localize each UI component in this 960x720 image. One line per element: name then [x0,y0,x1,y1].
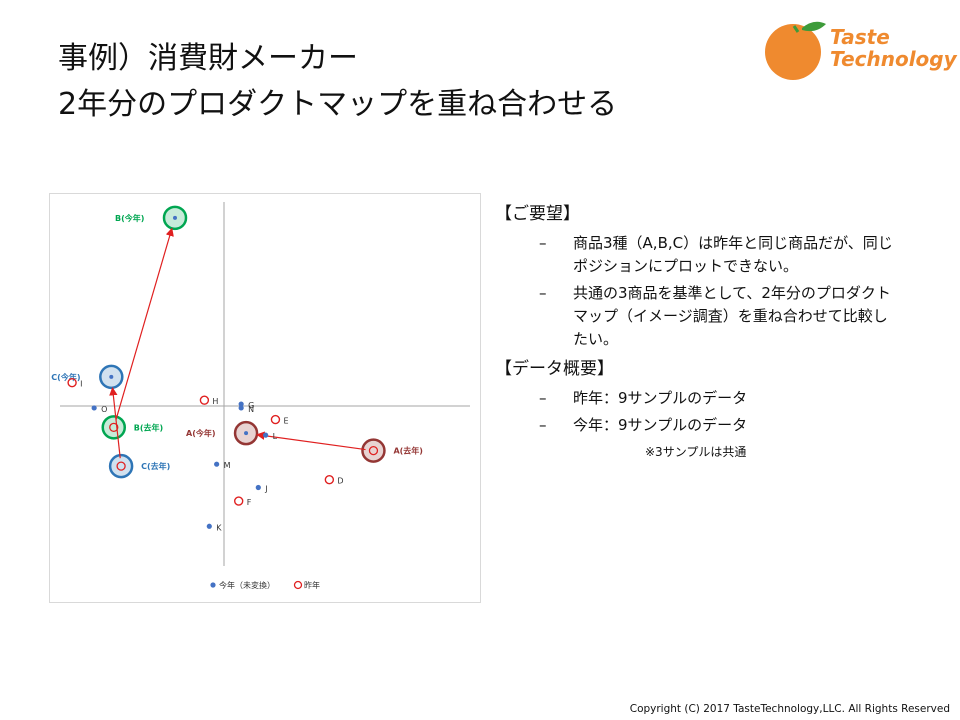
this-year-label-g: G [248,401,254,410]
copyright: Copyright (C) 2017 TasteTechnology,LLC. … [629,703,950,715]
arrow-b [115,227,174,420]
this-year-point-k [206,523,212,529]
this-year-point-o [91,405,97,411]
last-year-label-f: F [247,498,252,507]
last-year-point-h [199,395,210,405]
common-c-last-label: C(去年) [141,461,170,471]
common-a-last-point [368,445,379,456]
requests-heading: 【ご要望】 [495,204,580,224]
legend-this-year-marker [210,582,216,588]
legend-last-year-label: 昨年 [304,580,320,590]
common-c-last-point [116,461,126,471]
title-line-2: 2年分のプロダクトマップを重ね合わせる [58,87,618,122]
last-year-label-d: D [337,477,343,486]
this-year-label-j: J [264,484,267,493]
common-b-last-circle [101,415,126,440]
arrow-a [256,431,366,451]
this-year-point-l [263,432,269,438]
common-b-this-label: B(今年) [115,213,144,223]
common-a-this-label: A(今年) [186,428,216,438]
this-year-point-n [238,405,244,411]
legend-last-year-marker [293,580,303,590]
page-title: 事例）消費財メーカー 2年分のプロダクトマップを重ね合わせる [58,36,617,128]
this-year-point-g [238,401,244,407]
last-year-point-i [67,378,77,388]
request-bullet-2: – 共通の3商品を基準として、2年分のプロダクトマップ（イメージ調査）を重ね合わせ… [539,284,891,348]
legend-this-year-label: 今年（未変換） [219,580,275,590]
this-year-label-m: M [224,461,231,470]
this-year-label-l: L [273,432,278,441]
scatter-plot: A(今年) A(去年) B(今年) B(去年) C(今年) C(去年) GN L M J K O H E D… [51,202,470,590]
request-bullet-1: – 商品3種（A,B,C）は昨年と同じ商品だが、同じポジションにプロットできない。 [539,234,893,275]
last-year-label-h: H [212,397,218,406]
arrow-c [109,386,121,459]
logo-text: Taste Technology [830,25,957,71]
common-a-this-point [244,431,249,436]
product-map-chart: A(今年) A(去年) B(今年) B(去年) C(今年) C(去年) G N L M J K O H E D… [49,193,481,603]
common-samples-note: ※3サンプルは共通 [645,445,747,459]
this-year-label-o: O [101,405,107,414]
this-year-point-m [214,461,220,467]
common-b-this-point [173,215,177,220]
last-year-label-e: E [283,417,288,426]
title-line-1: 事例）消費財メーカー [58,41,358,76]
description-panel: 【ご要望】 – 商品3種（A,B,C）は昨年と同じ商品だが、同じポジションにプロッ… [495,198,915,460]
last-year-point-e [270,414,281,425]
last-year-point-d [324,475,335,485]
last-year-label-i: I [80,380,82,389]
common-c-this-label: C(今年) [51,372,80,382]
this-year-label-n: N [248,405,254,414]
common-c-this-point [109,374,114,379]
data-bullet-2: – 今年：9サンプルのデータ [539,416,748,434]
common-a-last-circle [361,438,386,463]
common-b-last-label: B(去年) [134,422,163,432]
this-year-label-k: K [216,523,222,532]
common-b-last-point [109,422,119,432]
last-year-point-f [233,496,244,506]
common-a-last-label: A(去年) [393,446,423,456]
data-summary-heading: 【データ概要】 [495,359,614,379]
company-logo: Taste Technology [758,14,957,82]
common-c-last-circle [108,453,134,479]
this-year-point-j [255,484,261,491]
data-bullet-1: – 昨年：9サンプルのデータ [539,389,748,407]
orange-logo-icon [765,21,826,80]
